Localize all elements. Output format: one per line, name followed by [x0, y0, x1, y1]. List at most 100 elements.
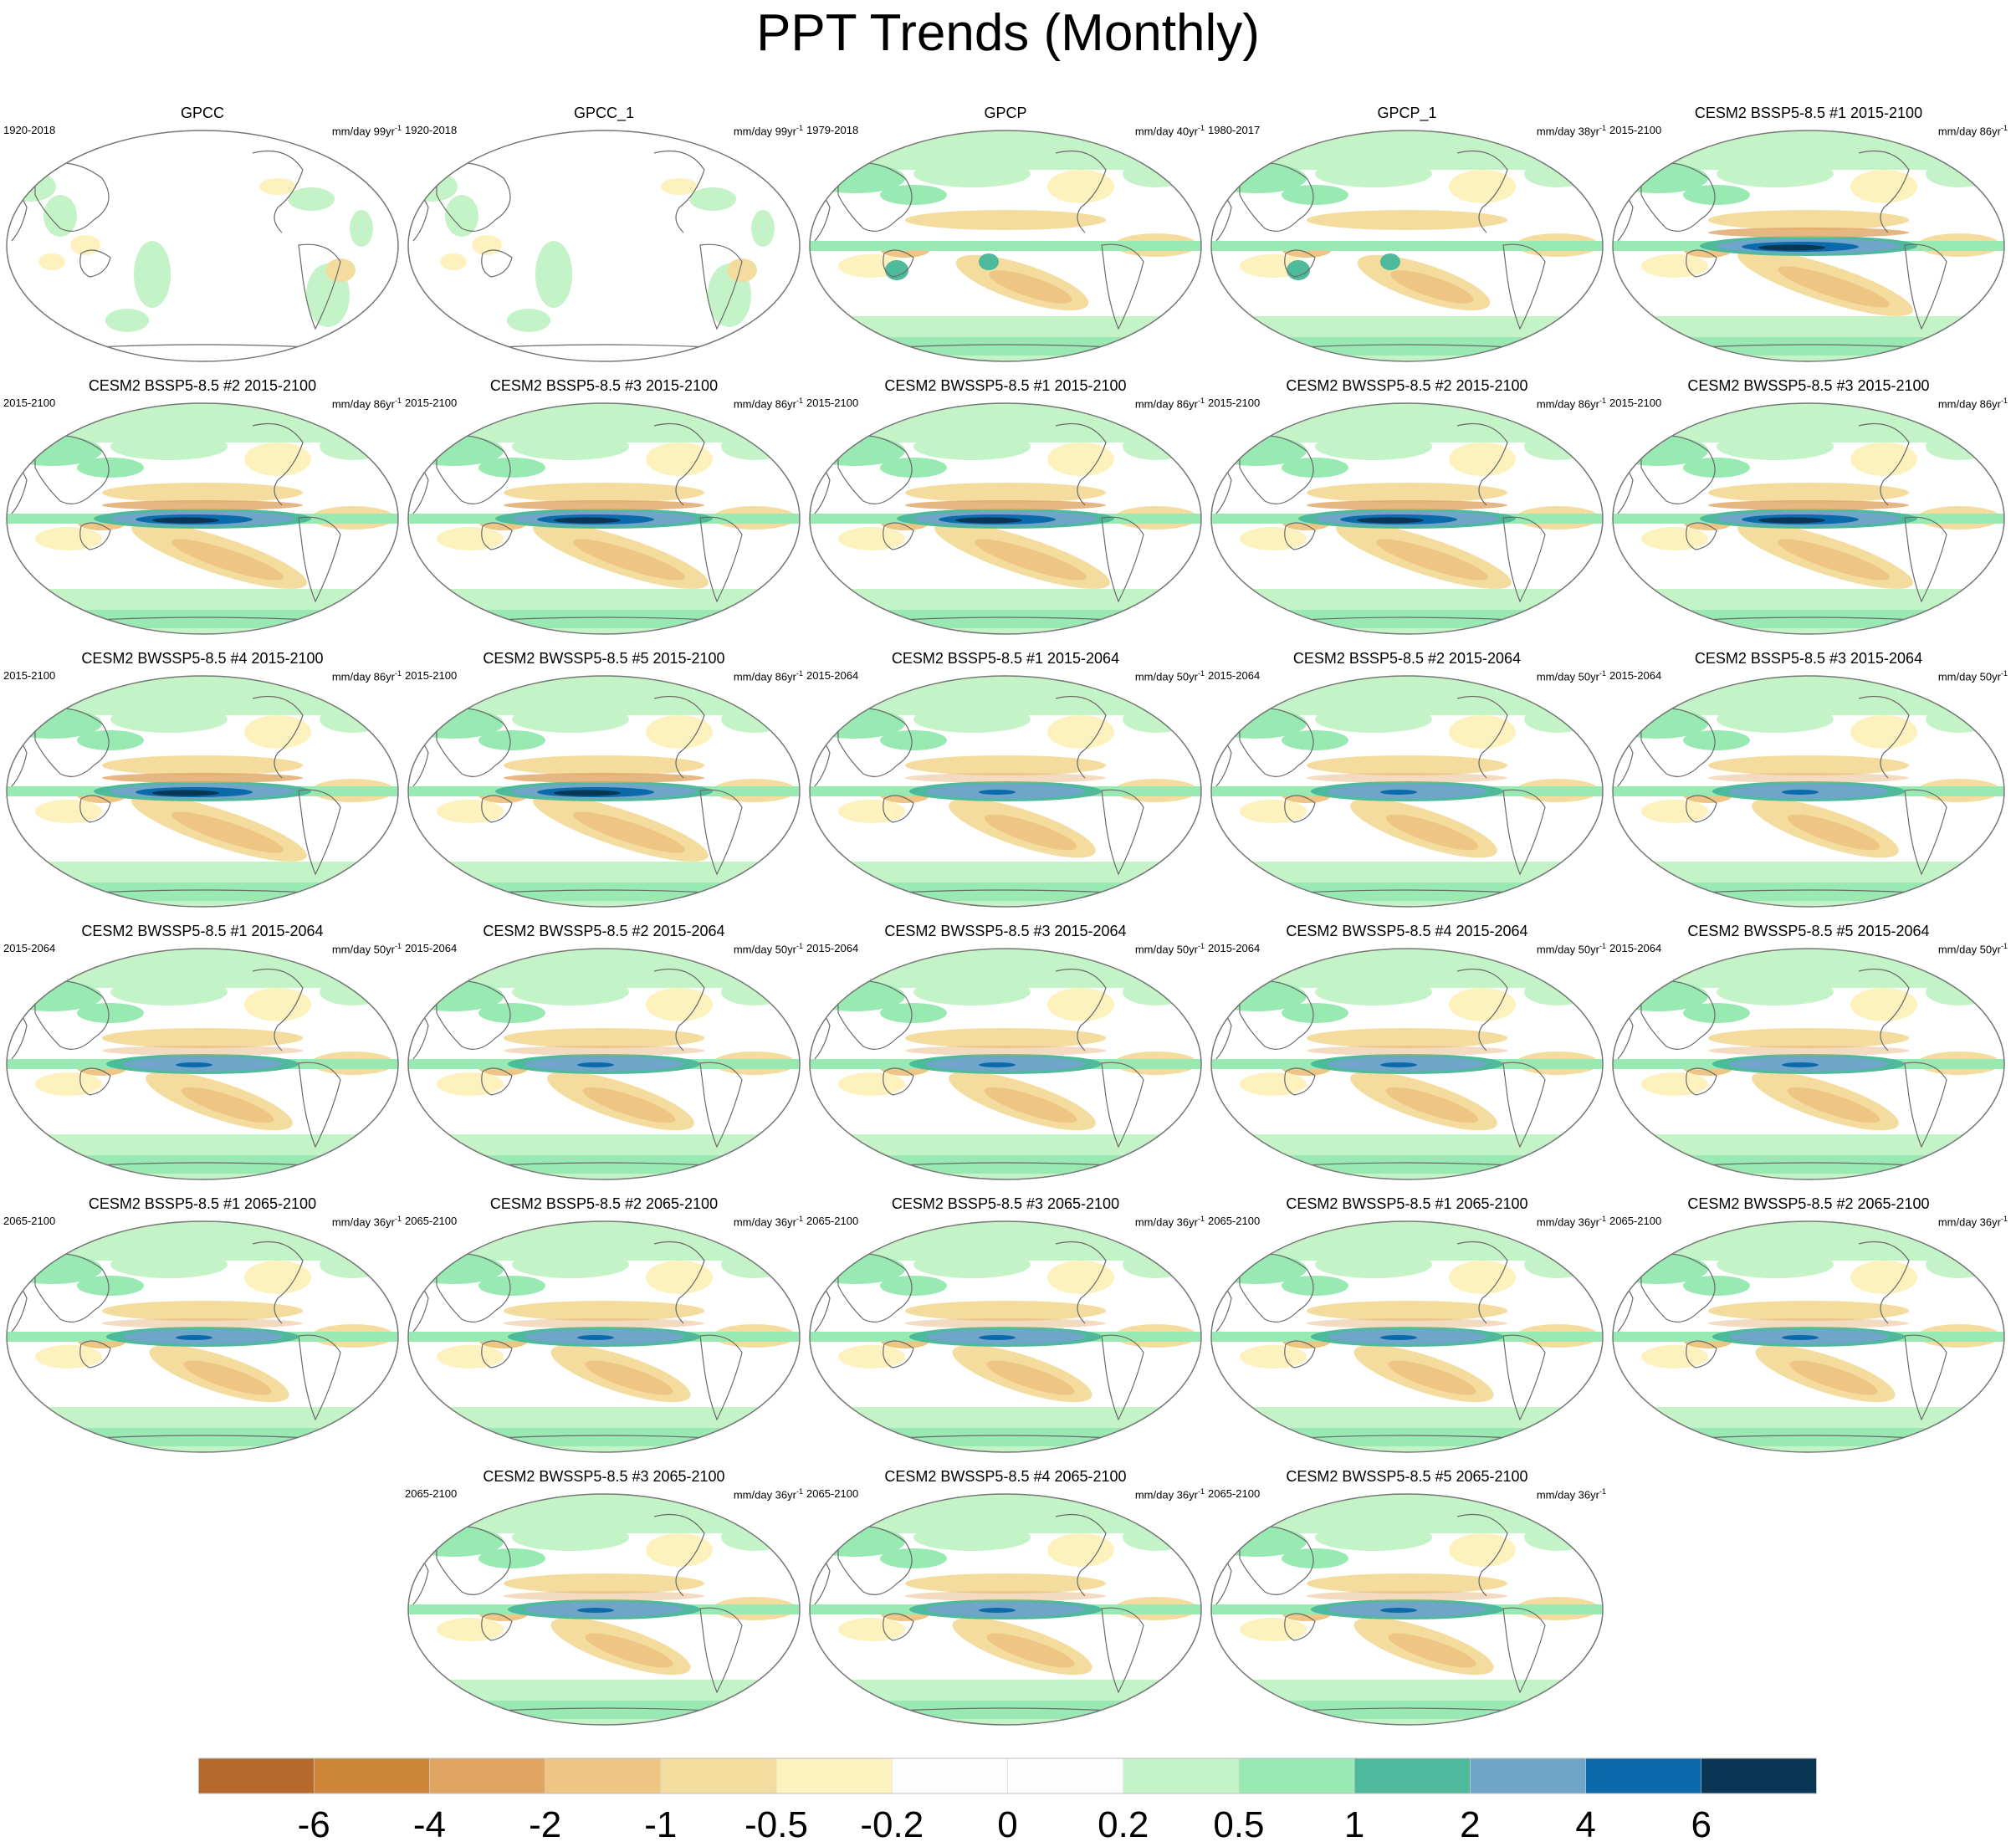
panel-units: mm/day 36yr-1	[734, 1485, 803, 1502]
panel-units: mm/day 36yr-1	[1537, 1212, 1606, 1229]
colorbar-swatch	[198, 1757, 315, 1794]
panel-units: mm/day 86yr-1	[1938, 121, 2008, 138]
field-blob	[1926, 161, 1993, 187]
precip-field	[408, 676, 800, 907]
panel-units-exponent: -1	[1197, 1487, 1205, 1496]
map-panel: CESM2 BWSSP5-8.5 #3 2065-2100 2065-2100 mm…	[403, 1468, 805, 1727]
coastline-n-america	[1858, 695, 1910, 779]
panel-years: 2015-2064	[1609, 942, 1662, 954]
map-panel: CESM2 BWSSP5-8.5 #2 2015-2100 2015-2100 mm…	[1206, 377, 1608, 637]
panel-years: 2065-2100	[405, 1215, 458, 1227]
precip-field	[7, 676, 398, 907]
itcz-north-dry	[905, 1318, 1106, 1328]
coastline-s-america	[699, 789, 743, 876]
world-map	[1210, 675, 1604, 908]
coastline-s-america	[1904, 1334, 1947, 1421]
field-blob	[913, 706, 1031, 733]
field-blob	[1282, 730, 1348, 750]
field-blob	[1683, 185, 1750, 205]
page-title: PPT Trends (Monthly)	[756, 4, 1260, 62]
colorbar-tick-label: -0.2	[860, 1804, 924, 1844]
panel-years: 2015-2100	[1609, 124, 1662, 136]
eq-pacific-wet-peak	[1357, 517, 1424, 524]
precip-field	[7, 403, 398, 634]
colorbar-tick-label: -4	[413, 1804, 446, 1844]
field-blob	[1123, 433, 1190, 460]
colorbar-tick-label: 0.2	[1098, 1804, 1149, 1844]
globe-outline	[6, 1220, 399, 1453]
world-map	[6, 675, 399, 908]
eq-pacific-wet-max	[577, 1062, 614, 1067]
globe-outline	[1612, 948, 2005, 1180]
indian-dry-zone	[1240, 1072, 1307, 1096]
coastline-asia	[1640, 1253, 1716, 1323]
coastline-asia	[837, 980, 913, 1050]
indian-dry-zone	[437, 1072, 504, 1096]
coastline-s-america	[699, 1334, 743, 1421]
precip-field	[7, 1221, 398, 1452]
southern-ocean-band	[1211, 883, 1603, 901]
panel-units: mm/day 86yr-1	[1135, 394, 1205, 411]
panel-years: 2015-2100	[806, 397, 859, 409]
itcz-north-dry	[102, 773, 303, 783]
itcz-north-dry	[905, 773, 1106, 783]
southern-ocean-band	[810, 1701, 1201, 1719]
colorbar-swatch	[892, 1757, 1008, 1794]
np-dry-zone	[504, 1028, 704, 1048]
coastline-asia	[436, 980, 511, 1050]
coastline-asia	[837, 1253, 913, 1323]
field-blob	[43, 195, 77, 237]
np-dry-zone	[102, 1028, 303, 1048]
field-blob	[721, 706, 788, 733]
itcz-north-dry	[1708, 228, 1909, 238]
colorbar-swatch	[545, 1757, 662, 1794]
field-blob	[1315, 1524, 1432, 1551]
eq-pacific-wet-max	[577, 1608, 614, 1613]
coastline-n-america	[1456, 150, 1508, 233]
panel-grid: GPCC 1920-2018 mm/day 99yr-1 GPCC_1 1920-201…	[2, 105, 2008, 1727]
coastline-s-america	[298, 243, 341, 330]
panel-units-text: mm/day 36yr	[1134, 1488, 1198, 1502]
panel-years: 1980-2017	[1208, 124, 1261, 136]
coastline-australia	[1284, 795, 1316, 823]
panel-units-exponent: -1	[394, 669, 402, 678]
coastline-australia	[481, 522, 513, 550]
panel-units-exponent: -1	[1197, 942, 1205, 950]
colorbar-frame	[198, 1757, 1817, 1794]
field-blob	[478, 730, 545, 750]
panel-years: 2065-2100	[405, 1487, 458, 1500]
map-panel: CESM2 BSSP5-8.5 #2 2015-2100 2015-2100 mm/…	[2, 377, 403, 637]
field-blob	[751, 210, 775, 247]
panel-units: mm/day 40yr-1	[1135, 121, 1205, 138]
panel-units-text: mm/day 86yr	[1536, 397, 1599, 411]
coastline-asia	[837, 1526, 913, 1595]
field-blob	[721, 1251, 788, 1278]
panel-title: CESM2 BWSSP5-8.5 #1 2015-2064	[81, 923, 324, 939]
map-panel: CESM2 BWSSP5-8.5 #1 2065-2100 2065-2100 mm…	[1206, 1195, 1608, 1455]
coastline-n-america	[653, 1241, 705, 1324]
precip-field	[408, 403, 800, 634]
coastline-n-america	[1858, 150, 1910, 233]
field-blob	[1123, 161, 1190, 187]
itcz-north-dry	[905, 500, 1106, 510]
indian-dry-zone	[1240, 527, 1307, 550]
map-panel: GPCP 1979-2018 mm/day 40yr-1	[805, 105, 1206, 364]
precip-field	[1613, 1221, 2004, 1452]
world-map	[1612, 130, 2005, 362]
panel-title: CESM2 BWSSP5-8.5 #2 2015-2100	[1286, 377, 1528, 394]
panel-units-exponent: -1	[1197, 1215, 1205, 1223]
coastline-s-america	[1502, 789, 1546, 876]
panel-units: mm/day 36yr-1	[332, 1212, 402, 1229]
globe-outline	[407, 402, 801, 635]
field-blob	[110, 706, 228, 733]
southern-ocean-band	[810, 1155, 1201, 1174]
colorbar-tick-label: 0.5	[1213, 1804, 1264, 1844]
field-blob	[1282, 1548, 1348, 1568]
field-blob	[1047, 988, 1114, 1021]
indian-dry-zone	[1240, 800, 1307, 823]
panel-title: GPCC	[180, 105, 224, 121]
panel-units: mm/day 86yr-1	[734, 394, 803, 411]
coastline-s-america	[1502, 1607, 1546, 1694]
panel-units-exponent: -1	[2000, 1215, 2008, 1223]
coastline-n-america	[1456, 1513, 1508, 1597]
